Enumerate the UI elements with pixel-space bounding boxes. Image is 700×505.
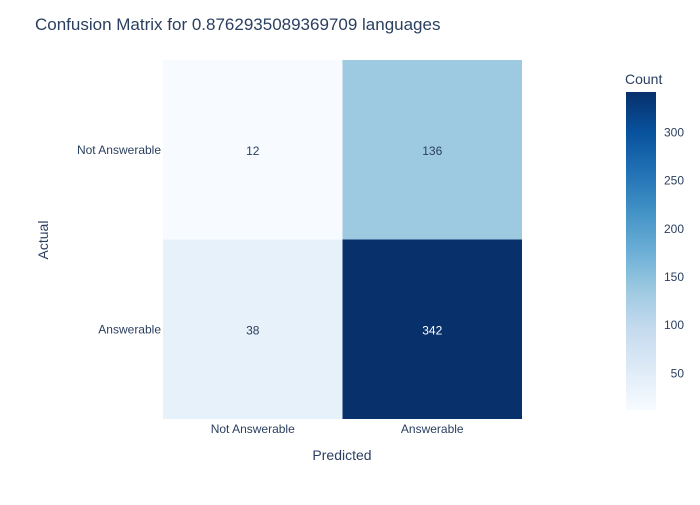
x-tick-label: Not Answerable	[211, 422, 295, 436]
cell-value-label: 12	[246, 144, 260, 158]
x-axis-ticks: Not Answerable Answerable	[211, 422, 464, 436]
chart-title: Confusion Matrix for 0.8762935089369709 …	[35, 15, 440, 34]
cell-value-label: 342	[422, 323, 442, 337]
y-tick-label: Not Answerable	[77, 143, 161, 157]
cell-value-label: 38	[246, 323, 260, 337]
x-axis-title: Predicted	[312, 447, 371, 463]
colorbar: Count 50 100 150 200 250 300	[625, 71, 684, 410]
colorbar-tick-label: 50	[671, 366, 685, 380]
colorbar-tick-label: 300	[664, 125, 684, 139]
x-tick-label: Answerable	[401, 422, 464, 436]
heatmap-cell	[342, 60, 522, 240]
cell-value-label: 136	[422, 144, 442, 158]
colorbar-tick-label: 100	[664, 318, 684, 332]
y-axis-title: Actual	[35, 221, 51, 260]
colorbar-tick-label: 150	[664, 270, 684, 284]
heatmap-cell	[163, 239, 343, 419]
y-axis-ticks: Not Answerable Answerable	[77, 143, 161, 337]
heatmap-cell	[163, 60, 343, 240]
colorbar-ticks: 50 100 150 200 250 300	[664, 125, 684, 380]
y-tick-label: Answerable	[98, 322, 161, 336]
colorbar-tick-label: 250	[664, 174, 684, 188]
heatmap-cells	[163, 60, 522, 419]
colorbar-tick-label: 200	[664, 222, 684, 236]
cell-value-labels: 12 136 38 342	[246, 144, 443, 338]
heatmap-cell	[342, 239, 522, 419]
colorbar-title: Count	[625, 71, 662, 87]
colorbar-gradient	[626, 92, 656, 410]
